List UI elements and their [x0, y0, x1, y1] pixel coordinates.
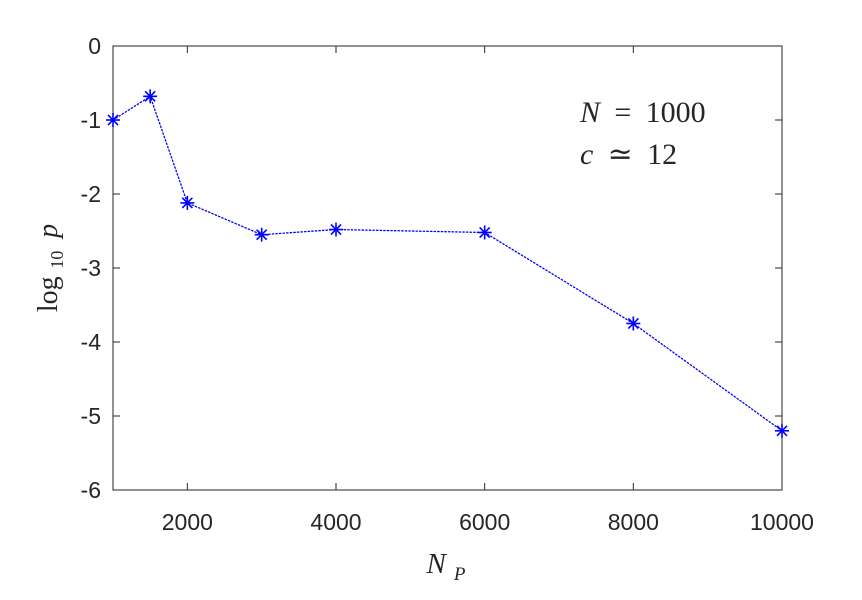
annotation-1-op: = — [614, 96, 631, 129]
annotation-1-rhs: 1000 — [646, 96, 706, 129]
y-axis-label-sub: 10 — [47, 251, 67, 269]
annotation-1-lhs: N — [579, 96, 602, 129]
data-point-marker — [106, 113, 120, 127]
y-tick-label: -4 — [81, 329, 102, 355]
y-axis-label-var: p — [33, 224, 64, 240]
data-point-marker — [329, 222, 343, 237]
annotation-2: c ≃ 12 — [580, 138, 677, 171]
x-tick-label: 10000 — [750, 509, 814, 535]
x-axis-label: N P — [425, 548, 465, 585]
x-axis-label-base: N — [425, 548, 447, 580]
data-point-marker — [143, 89, 158, 104]
annotation-group: N = 1000 c ≃ 12 — [579, 96, 706, 171]
data-point-marker — [626, 316, 641, 331]
x-tick-label: 4000 — [310, 509, 361, 535]
y-tick-label: -3 — [81, 255, 101, 281]
y-tick-label: -2 — [81, 181, 101, 207]
y-tick-label: 0 — [88, 33, 101, 59]
annotation-2-lhs: c — [580, 138, 593, 171]
y-tick-label: -1 — [81, 107, 101, 133]
series-line — [112, 95, 783, 432]
data-point-marker — [254, 227, 269, 242]
data-point-marker — [477, 225, 492, 240]
y-tick-label: -6 — [81, 477, 101, 503]
annotation-1: N = 1000 — [579, 96, 706, 129]
y-tick-label: -5 — [81, 403, 101, 429]
data-point-marker — [775, 423, 789, 438]
y-axis-label-func: log — [33, 276, 64, 312]
annotation-2-op: ≃ — [608, 138, 633, 171]
data-point-marker — [180, 195, 195, 210]
x-tick-label: 2000 — [162, 509, 213, 535]
x-axis-label-sub: P — [453, 564, 466, 585]
y-axis-label: log 10 p — [32, 224, 69, 312]
plot-layer: 2000 4000 6000 8000 10000 0 -1 -2 -3 -4 -5 -6 — [81, 33, 814, 535]
x-tick-label: 6000 — [459, 509, 510, 535]
annotation-2-rhs: 12 — [647, 138, 677, 171]
x-tick-label: 8000 — [608, 509, 659, 535]
